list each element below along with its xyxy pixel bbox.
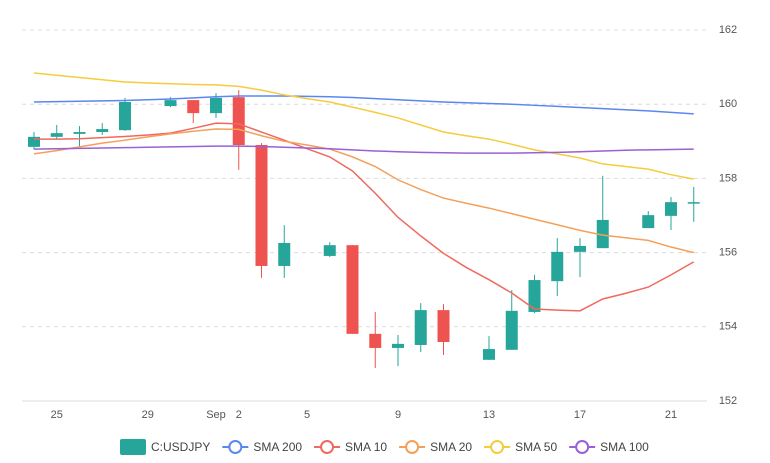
y-tick-label: 158: [719, 172, 737, 184]
candle-body: [119, 101, 131, 131]
y-tick-label: 152: [719, 395, 737, 407]
candle-body: [278, 242, 291, 266]
legend: C:USDJPY SMA 200 SMA 10 SMA 20 SMA 50 SMA 100: [120, 439, 649, 455]
sma-line: [33, 95, 694, 115]
y-tick-label: 162: [719, 24, 737, 36]
legend-item: C:USDJPY: [120, 439, 210, 455]
candle-body: [323, 245, 336, 256]
sma-line: [33, 145, 694, 154]
x-tick-label: 9: [395, 409, 401, 421]
legend-item: SMA 10: [314, 440, 387, 454]
legend-item: SMA 50: [484, 440, 557, 454]
legend-swatch: [490, 440, 505, 454]
candle-body: [210, 97, 222, 114]
legend-label: SMA 10: [345, 440, 387, 454]
candle-body: [50, 133, 63, 137]
sma-line: [33, 128, 694, 254]
legend-swatch: [405, 440, 420, 454]
legend-item: SMA 20: [399, 440, 472, 454]
candle-body: [551, 251, 564, 282]
candle-body: [187, 100, 200, 114]
candle-body: [642, 215, 655, 229]
candle-body: [73, 132, 86, 134]
candle-body: [483, 349, 495, 360]
legend-item: SMA 200: [222, 440, 302, 454]
legend-label: C:USDJPY: [151, 440, 210, 454]
legend-label: SMA 100: [600, 440, 649, 454]
legend-label: SMA 50: [515, 440, 557, 454]
legend-swatch: [320, 440, 335, 454]
y-tick-label: 154: [719, 321, 737, 333]
x-tick-label: 2: [236, 409, 242, 421]
legend-label: SMA 20: [430, 440, 472, 454]
x-tick-label: 5: [304, 409, 310, 421]
candle-body: [596, 219, 609, 249]
y-tick-label: 160: [719, 98, 737, 110]
x-tick-label: 17: [574, 409, 586, 421]
candle-body: [392, 343, 404, 348]
candle-body: [505, 310, 518, 350]
candle-body: [164, 100, 177, 107]
candle-body: [574, 245, 586, 252]
legend-swatch: [575, 440, 590, 454]
sma-line: [33, 72, 694, 180]
candle-body: [437, 310, 450, 343]
legend-swatch: [120, 439, 146, 455]
candle-body: [665, 202, 677, 216]
x-tick-label: 13: [483, 409, 495, 421]
candle-body: [369, 333, 382, 348]
candle-body: [346, 245, 359, 334]
candle-body: [28, 136, 40, 147]
x-tick-label: 29: [142, 409, 154, 421]
candle-body: [96, 129, 109, 133]
candle-body: [528, 280, 541, 312]
sma-line: [34, 122, 695, 312]
candle-body: [687, 202, 700, 204]
legend-label: SMA 200: [253, 440, 302, 454]
x-tick-label: 25: [51, 409, 63, 421]
x-tick-label: 21: [665, 409, 677, 421]
candle-body: [232, 97, 245, 146]
candle-body: [414, 310, 427, 345]
x-tick-label: Sep: [206, 409, 226, 421]
legend-swatch: [228, 440, 243, 454]
y-tick-label: 156: [719, 247, 737, 259]
legend-item: SMA 100: [569, 440, 649, 454]
candle-body: [255, 145, 268, 266]
